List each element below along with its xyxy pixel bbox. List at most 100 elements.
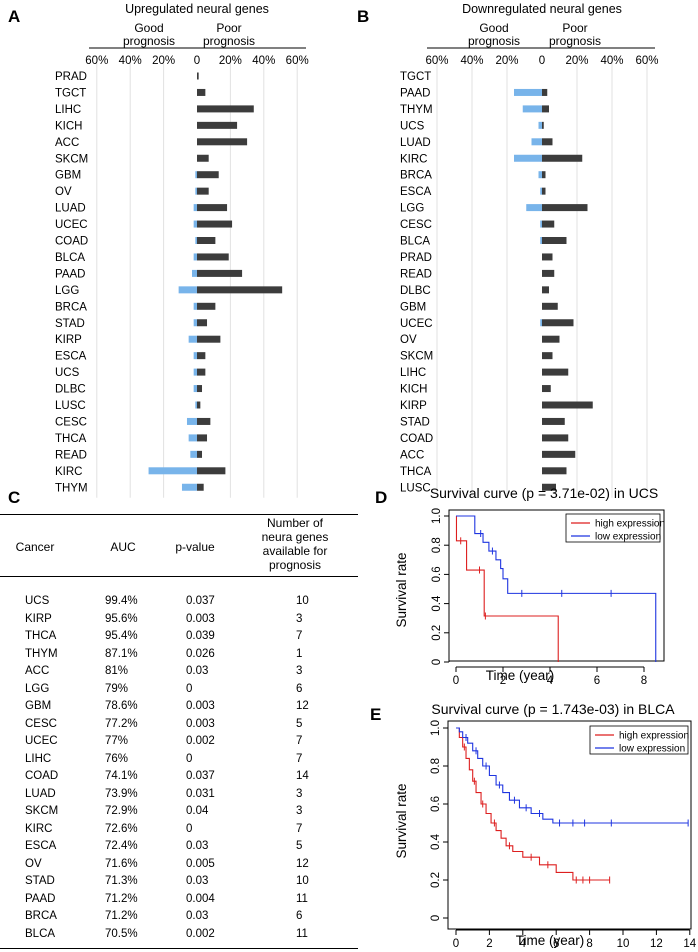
cell-number: 3 xyxy=(296,805,303,817)
panelD-xtick-label: 6 xyxy=(594,675,600,687)
cell-pvalue: 0 xyxy=(186,822,193,835)
panelA-category-label: SKCM xyxy=(55,153,88,165)
panelE-legend-box xyxy=(589,725,689,755)
panelA-category-label: LUSC xyxy=(55,400,86,412)
panelA-category-label: ESCA xyxy=(55,351,87,363)
panelD-legend-box xyxy=(565,513,661,543)
cell-auc: 72.9% xyxy=(105,805,138,817)
panelB-bar-poor xyxy=(542,220,555,228)
panel-b-poor-label-2: prognosis xyxy=(549,34,601,48)
panel-b-good-label-2: prognosis xyxy=(468,34,520,48)
panel-e-title: Survival curve (p = 1.743e-03) in BLCA xyxy=(431,701,675,717)
panelA-category-label: OV xyxy=(55,186,72,198)
panelA-bar-good xyxy=(148,467,197,475)
panelB-bar-poor xyxy=(542,352,553,360)
panelA-bar-good xyxy=(188,434,197,442)
cell-pvalue: 0.004 xyxy=(186,892,215,905)
cell-auc: 87.1% xyxy=(105,647,138,660)
panelB-category-label: LGG xyxy=(400,203,424,215)
panelA-category-label: CESC xyxy=(55,416,87,428)
panel-b-title: Downregulated neural genes xyxy=(462,2,622,16)
panel-a-good-label-2: prognosis xyxy=(123,34,175,48)
panelA-bar-good xyxy=(193,385,197,393)
cell-number: 5 xyxy=(296,840,303,852)
panel-e-survival-blca: E Survival curve (p = 1.743e-03) in BLCA… xyxy=(370,701,697,950)
panelD-ytick-label: 0.6 xyxy=(431,566,443,582)
panelB-category-label: LIHC xyxy=(400,367,426,379)
cell-pvalue: 0.003 xyxy=(186,700,215,712)
panelB-category-label: UCS xyxy=(400,120,425,132)
panelE-xtick-label: 12 xyxy=(650,938,663,950)
panelB-bar-poor xyxy=(542,467,567,475)
panelE-ytick-label: 0.2 xyxy=(430,872,442,888)
panel-label-d: D xyxy=(375,488,387,507)
panelA-bar-good xyxy=(190,450,197,458)
cell-cancer: OV xyxy=(25,857,42,870)
panelB-tick-label: 40% xyxy=(600,55,623,67)
cell-cancer: ESCA xyxy=(25,840,57,852)
panelE-ytick-label: 0 xyxy=(430,915,442,921)
panelA-category-label: ACC xyxy=(55,137,79,149)
cell-pvalue: 0.04 xyxy=(186,805,209,817)
cell-cancer: SKCM xyxy=(25,805,59,817)
panel-b-downregulated-chart: B Downregulated neural genes Good progno… xyxy=(357,2,659,498)
panelB-tick-label: 20% xyxy=(565,55,588,67)
cell-auc: 72.4% xyxy=(105,840,138,852)
panelA-category-label: LGG xyxy=(55,285,79,297)
cell-cancer: LGG xyxy=(25,682,50,695)
panelB-category-label: COAD xyxy=(400,433,433,445)
cell-pvalue: 0.002 xyxy=(186,927,215,940)
cell-cancer: STAD xyxy=(25,875,55,887)
panelA-bar-good xyxy=(191,269,197,277)
cell-cancer: UCEC xyxy=(25,735,58,747)
panelA-bar-poor xyxy=(197,483,204,491)
panelB-bar-good xyxy=(540,187,542,195)
panelB-category-label: KICH xyxy=(400,384,427,396)
panelA-bar-poor xyxy=(197,269,243,277)
cell-number: 12 xyxy=(296,857,309,870)
panel-a-title: Upregulated neural genes xyxy=(125,2,269,16)
header-auc: AUC xyxy=(110,540,136,554)
panelA-category-label: LUAD xyxy=(55,203,86,215)
cell-number: 3 xyxy=(296,787,303,800)
cell-number: 1 xyxy=(296,647,303,660)
panelA-bar-good xyxy=(188,335,197,343)
panelB-bar-good xyxy=(522,105,542,113)
panelB-tick-label: 20% xyxy=(495,55,518,67)
panelD-ytick-label: 0 xyxy=(431,659,443,665)
panelA-category-label: READ xyxy=(55,449,87,461)
panelB-bar-poor xyxy=(542,335,560,343)
cell-pvalue: 0 xyxy=(186,682,193,695)
panelE-xtick-label: 0 xyxy=(453,938,459,950)
table-bottom-rule xyxy=(0,948,358,949)
panelB-bar-poor xyxy=(542,401,593,409)
panelB-bar-poor xyxy=(542,450,576,458)
cell-auc: 79% xyxy=(105,682,129,695)
panelB-bar-poor xyxy=(542,187,546,195)
panelB-tick-label: 60% xyxy=(635,55,658,67)
panelE-xtick-label: 8 xyxy=(586,938,592,950)
cell-pvalue: 0.03 xyxy=(186,910,209,922)
cell-pvalue: 0.03 xyxy=(186,665,209,677)
table-header-rule xyxy=(0,576,358,577)
panelB-category-label: LUAD xyxy=(400,137,431,149)
panelE-curve-high xyxy=(456,727,610,881)
panelA-bar-good xyxy=(195,237,197,244)
panel-e-xlabel: Time (year) xyxy=(516,933,585,948)
panelB-bar-poor xyxy=(542,253,553,261)
panel-label-a: A xyxy=(8,7,20,26)
panel-label-c: C xyxy=(8,488,20,507)
panelB-bar-good xyxy=(538,121,542,129)
panelA-bar-poor xyxy=(197,121,238,129)
panelA-bar-good xyxy=(195,401,197,409)
header-pvalue: p-value xyxy=(175,540,215,554)
panelA-bar-poor xyxy=(197,450,203,458)
panelE-legend-label: high expression xyxy=(619,731,689,742)
panelA-bar-poor xyxy=(197,352,206,360)
panelB-tick-label: 40% xyxy=(460,55,483,67)
panelB-category-label: CESC xyxy=(400,219,432,231)
panelB-category-label: STAD xyxy=(400,416,430,428)
panelA-bar-poor xyxy=(197,204,228,212)
panelA-category-label: PRAD xyxy=(55,71,87,83)
header-cancer: Cancer xyxy=(15,540,55,554)
